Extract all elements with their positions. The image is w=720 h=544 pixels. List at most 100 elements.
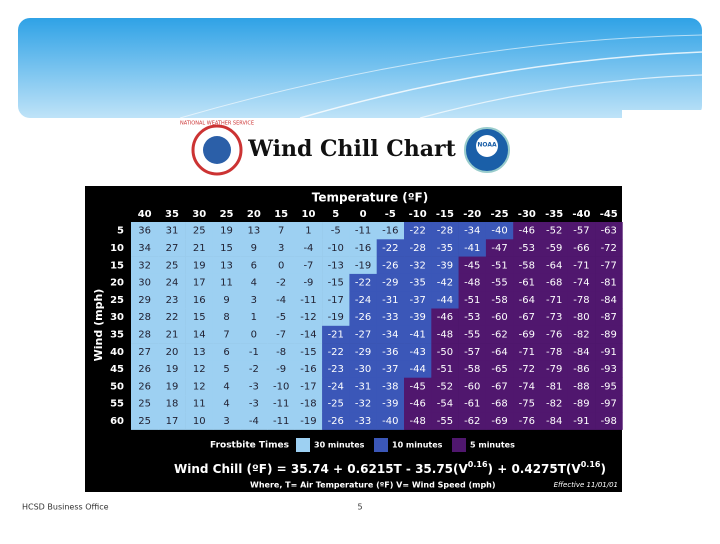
- cell-value: -41: [409, 329, 425, 340]
- cell: [595, 239, 623, 257]
- cell: [540, 360, 569, 378]
- cell-value: 12: [193, 381, 206, 392]
- cell: [294, 377, 323, 396]
- cell-value: -17: [300, 381, 316, 392]
- cell: [185, 239, 214, 257]
- cell: [595, 343, 623, 361]
- cell: [595, 308, 623, 327]
- cell-value: -60: [464, 381, 480, 392]
- cell-value: 6: [223, 347, 229, 358]
- cell-value: 4: [223, 399, 229, 410]
- cell: [513, 256, 541, 275]
- cell-value: 31: [166, 226, 179, 237]
- cell-value: -3: [249, 381, 259, 392]
- cell-value: -26: [355, 312, 371, 323]
- cell: [185, 395, 214, 413]
- cell: [540, 377, 569, 396]
- cell: [485, 377, 514, 396]
- cell: [595, 412, 623, 430]
- effective-date: Effective 11/01/01: [554, 481, 618, 489]
- cell-value: -22: [409, 226, 425, 237]
- cell-value: -19: [300, 416, 316, 427]
- cell-value: -45: [464, 260, 480, 271]
- cell-value: 9: [251, 243, 257, 254]
- cell-value: -19: [355, 260, 371, 271]
- cell-value: 3: [251, 295, 257, 306]
- cell-value: -71: [519, 347, 535, 358]
- cell: [513, 395, 541, 413]
- cell-value: -72: [601, 243, 617, 254]
- cell-value: -79: [546, 364, 562, 375]
- column-header: 30: [192, 209, 206, 220]
- cell-value: -97: [601, 399, 617, 410]
- cell: [185, 273, 214, 292]
- cell-value: -76: [546, 329, 562, 340]
- cell-value: -82: [546, 399, 562, 410]
- cell-value: -59: [546, 243, 562, 254]
- cell-value: -50: [437, 347, 453, 358]
- cell-value: -72: [519, 364, 535, 375]
- cell: [376, 239, 405, 257]
- cell-value: 14: [193, 329, 206, 340]
- cell: [458, 412, 487, 430]
- cell: [431, 256, 459, 275]
- cell-value: -3: [249, 399, 259, 410]
- cell: [458, 343, 487, 361]
- cell-value: -15: [328, 278, 344, 289]
- cell-value: -65: [491, 364, 507, 375]
- cell-value: -15: [300, 347, 316, 358]
- cell: [404, 325, 432, 344]
- cell: [131, 239, 159, 257]
- cell-value: -43: [409, 347, 425, 358]
- cell: [267, 291, 296, 309]
- cell-value: -91: [573, 416, 589, 427]
- cell-value: -9: [276, 364, 286, 375]
- cell: [212, 360, 241, 378]
- cell: [240, 308, 268, 327]
- cell-value: 11: [220, 278, 233, 289]
- cell-value: -47: [491, 243, 507, 254]
- cell-value: -39: [409, 312, 425, 323]
- row-header: 45: [110, 364, 124, 375]
- cell-value: -77: [601, 260, 617, 271]
- column-header: -30: [518, 209, 536, 220]
- cell-value: 24: [166, 278, 179, 289]
- cell-value: -18: [300, 399, 316, 410]
- cell-value: -10: [328, 243, 344, 254]
- formula-part: ): [600, 462, 605, 476]
- cell-value: -62: [491, 329, 507, 340]
- cell-value: -29: [382, 278, 398, 289]
- cell-value: -44: [409, 364, 425, 375]
- cell-value: 4: [223, 381, 229, 392]
- row-header: 25: [110, 295, 124, 306]
- cell-value: 26: [138, 381, 151, 392]
- column-header: -10: [409, 209, 427, 220]
- cell-value: -37: [382, 364, 398, 375]
- cell: [404, 239, 432, 257]
- cell: [131, 273, 159, 292]
- cell: [131, 343, 159, 361]
- cell-value: -9: [303, 278, 313, 289]
- cell: [404, 291, 432, 309]
- page-number: 5: [357, 503, 362, 512]
- legend-label: Frostbite Times: [210, 441, 289, 451]
- cell: [349, 308, 377, 327]
- cell: [485, 395, 514, 413]
- cell: [131, 256, 159, 275]
- cell-value: 10: [193, 416, 206, 427]
- cell-value: -93: [601, 364, 617, 375]
- cell-value: 17: [166, 416, 179, 427]
- cell: [158, 256, 186, 275]
- cell-value: -95: [601, 381, 617, 392]
- cell-value: -84: [601, 295, 617, 306]
- cell: [158, 395, 186, 413]
- cell: [513, 343, 541, 361]
- row-header: 50: [110, 381, 124, 392]
- cell-value: -78: [573, 295, 589, 306]
- cell-value: 29: [138, 295, 151, 306]
- cell-value: -7: [303, 260, 313, 271]
- cell: [485, 222, 514, 240]
- cell-value: -28: [409, 243, 425, 254]
- cell: [595, 222, 623, 240]
